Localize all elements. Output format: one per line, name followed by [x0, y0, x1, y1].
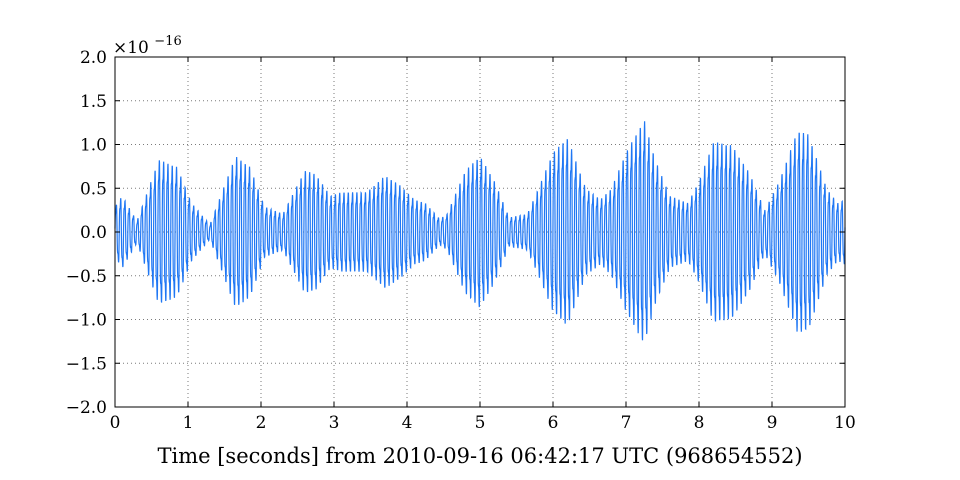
y-multiplier-base: ×10 — [113, 38, 149, 58]
series-line — [114, 121, 846, 341]
y-tick-label: −2.0 — [66, 398, 107, 418]
x-tick-label: 8 — [694, 413, 705, 433]
y-axis-multiplier: ×10 −16 — [113, 34, 182, 58]
plot-area — [114, 121, 846, 341]
x-tick-label: 3 — [329, 413, 340, 433]
x-tick-label: 6 — [548, 413, 559, 433]
y-tick-label: −1.0 — [66, 311, 107, 331]
y-tick-label: 0.5 — [80, 179, 107, 199]
x-axis-label: Time [seconds] from 2010-09-16 06:42:17 … — [157, 444, 802, 468]
x-tick-label: 5 — [475, 413, 486, 433]
x-tick-label: 2 — [256, 413, 267, 433]
y-tick-label: −1.5 — [66, 354, 107, 374]
x-tick-label: 9 — [767, 413, 778, 433]
y-tick-label: 1.0 — [80, 136, 107, 156]
x-tick-label: 1 — [183, 413, 194, 433]
x-tick-label: 7 — [621, 413, 632, 433]
y-multiplier-exponent: −16 — [154, 34, 181, 49]
x-tick-label: 4 — [402, 413, 413, 433]
y-tick-label: 2.0 — [80, 48, 107, 68]
x-tick-label: 0 — [110, 413, 121, 433]
y-axis-tick-labels: 2.0 1.5 1.0 0.5 0.0 −0.5 −1.0 −1.5 −2.0 — [66, 48, 107, 418]
x-axis-tick-labels: 0 1 2 3 4 5 6 7 8 9 10 — [110, 413, 856, 433]
axis-ticks — [114, 56, 846, 408]
y-tick-label: 0.0 — [80, 223, 107, 243]
x-tick-label: 10 — [834, 413, 856, 433]
y-tick-label: 1.5 — [80, 92, 107, 112]
y-tick-label: −0.5 — [66, 267, 107, 287]
